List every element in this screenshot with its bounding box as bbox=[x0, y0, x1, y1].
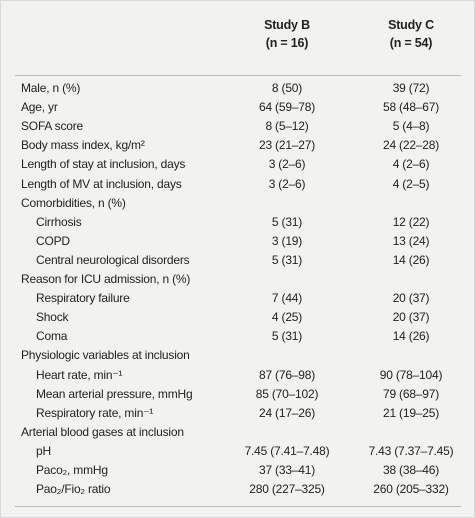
sub-row-label: Paco₂, mmHg bbox=[36, 463, 108, 477]
cell: 5 (31) bbox=[271, 214, 303, 229]
cell: 37 (33–41) bbox=[258, 463, 316, 477]
sub-row-label: COPD bbox=[36, 233, 70, 248]
cell: 14 (26) bbox=[392, 329, 430, 344]
sub-row-label: pH bbox=[36, 443, 51, 458]
cell: 5 (31) bbox=[271, 329, 303, 344]
cell: 4 (25) bbox=[271, 310, 303, 325]
cell: 24 (22–28) bbox=[382, 138, 440, 153]
cell: 7.45 (7.41–7.48) bbox=[244, 443, 330, 458]
sub-row-label: Cirrhosis bbox=[36, 214, 82, 229]
cell: 5 (31) bbox=[271, 252, 303, 267]
row-label: SOFA score bbox=[21, 119, 84, 134]
cell: 3 (2–6) bbox=[268, 176, 306, 191]
cell: 4 (2–6) bbox=[392, 157, 430, 172]
row-label: Arterial blood gases at inclusion bbox=[21, 424, 184, 439]
cell: 21 (19–25) bbox=[382, 405, 440, 420]
cell: 24 (17–26) bbox=[258, 405, 316, 420]
cell: 7 (44) bbox=[271, 291, 303, 306]
column-subtitle: (n = 16) bbox=[265, 36, 309, 50]
cell: 8 (5–12) bbox=[265, 119, 309, 134]
sub-row-label: Shock bbox=[36, 310, 69, 325]
cell: 23 (21–27) bbox=[258, 138, 316, 153]
sub-row-label: Mean arterial pressure, mmHg bbox=[36, 386, 193, 401]
cell: 3 (2–6) bbox=[268, 157, 306, 172]
cell: 8 (50) bbox=[271, 81, 303, 95]
cell: 3 (19) bbox=[271, 233, 303, 248]
cell: 85 (70–102) bbox=[255, 386, 319, 401]
cell: 58 (48–67) bbox=[382, 100, 440, 115]
cell: 90 (78–104) bbox=[379, 367, 443, 382]
cell: 79 (68–97) bbox=[382, 386, 440, 401]
row-label: Length of MV at inclusion, days bbox=[21, 176, 182, 191]
cell: 5 (4–8) bbox=[392, 119, 430, 134]
bottom-rule bbox=[15, 506, 461, 507]
column-title: Study C bbox=[388, 18, 434, 32]
cell: 14 (26) bbox=[392, 252, 430, 267]
cell: 260 (205–332) bbox=[373, 482, 449, 497]
sub-row-label: Heart rate, min⁻¹ bbox=[36, 367, 123, 382]
row-label: Comorbidities, n (%) bbox=[21, 195, 126, 210]
cell: 20 (37) bbox=[392, 310, 430, 325]
row-label: Body mass index, kg/m² bbox=[21, 138, 145, 153]
cell: 7.43 (7.37–7.45) bbox=[368, 443, 454, 458]
row-label: Reason for ICU admission, n (%) bbox=[21, 272, 191, 286]
row-label: Length of stay at inclusion, days bbox=[21, 157, 186, 172]
cell: 4 (2–5) bbox=[392, 176, 430, 191]
sub-row-label: Coma bbox=[36, 329, 68, 344]
sub-row-label: Respiratory failure bbox=[36, 291, 130, 306]
sub-row-label: Central neurological disorders bbox=[36, 252, 190, 267]
cell: 280 (227–325) bbox=[249, 482, 325, 497]
sub-row-label: Respiratory rate, min⁻¹ bbox=[36, 405, 154, 420]
cell: 13 (24) bbox=[392, 233, 430, 248]
row-label: Age, yr bbox=[21, 100, 58, 115]
cell: 38 (38–46) bbox=[382, 463, 440, 477]
column-subtitle: (n = 54) bbox=[389, 36, 433, 50]
cell: 12 (22) bbox=[392, 214, 430, 229]
row-label: Physiologic variables at inclusion bbox=[21, 348, 190, 363]
cell: 64 (59–78) bbox=[258, 100, 316, 115]
cell: 87 (76–98) bbox=[258, 367, 316, 382]
column-title: Study B bbox=[264, 18, 310, 32]
header-rule bbox=[15, 75, 461, 76]
row-label: Male, n (%) bbox=[21, 81, 81, 95]
sub-row-label: Pao₂/Fio₂ ratio bbox=[36, 482, 111, 497]
cell: 20 (37) bbox=[392, 291, 430, 306]
cell: 39 (72) bbox=[392, 81, 430, 95]
